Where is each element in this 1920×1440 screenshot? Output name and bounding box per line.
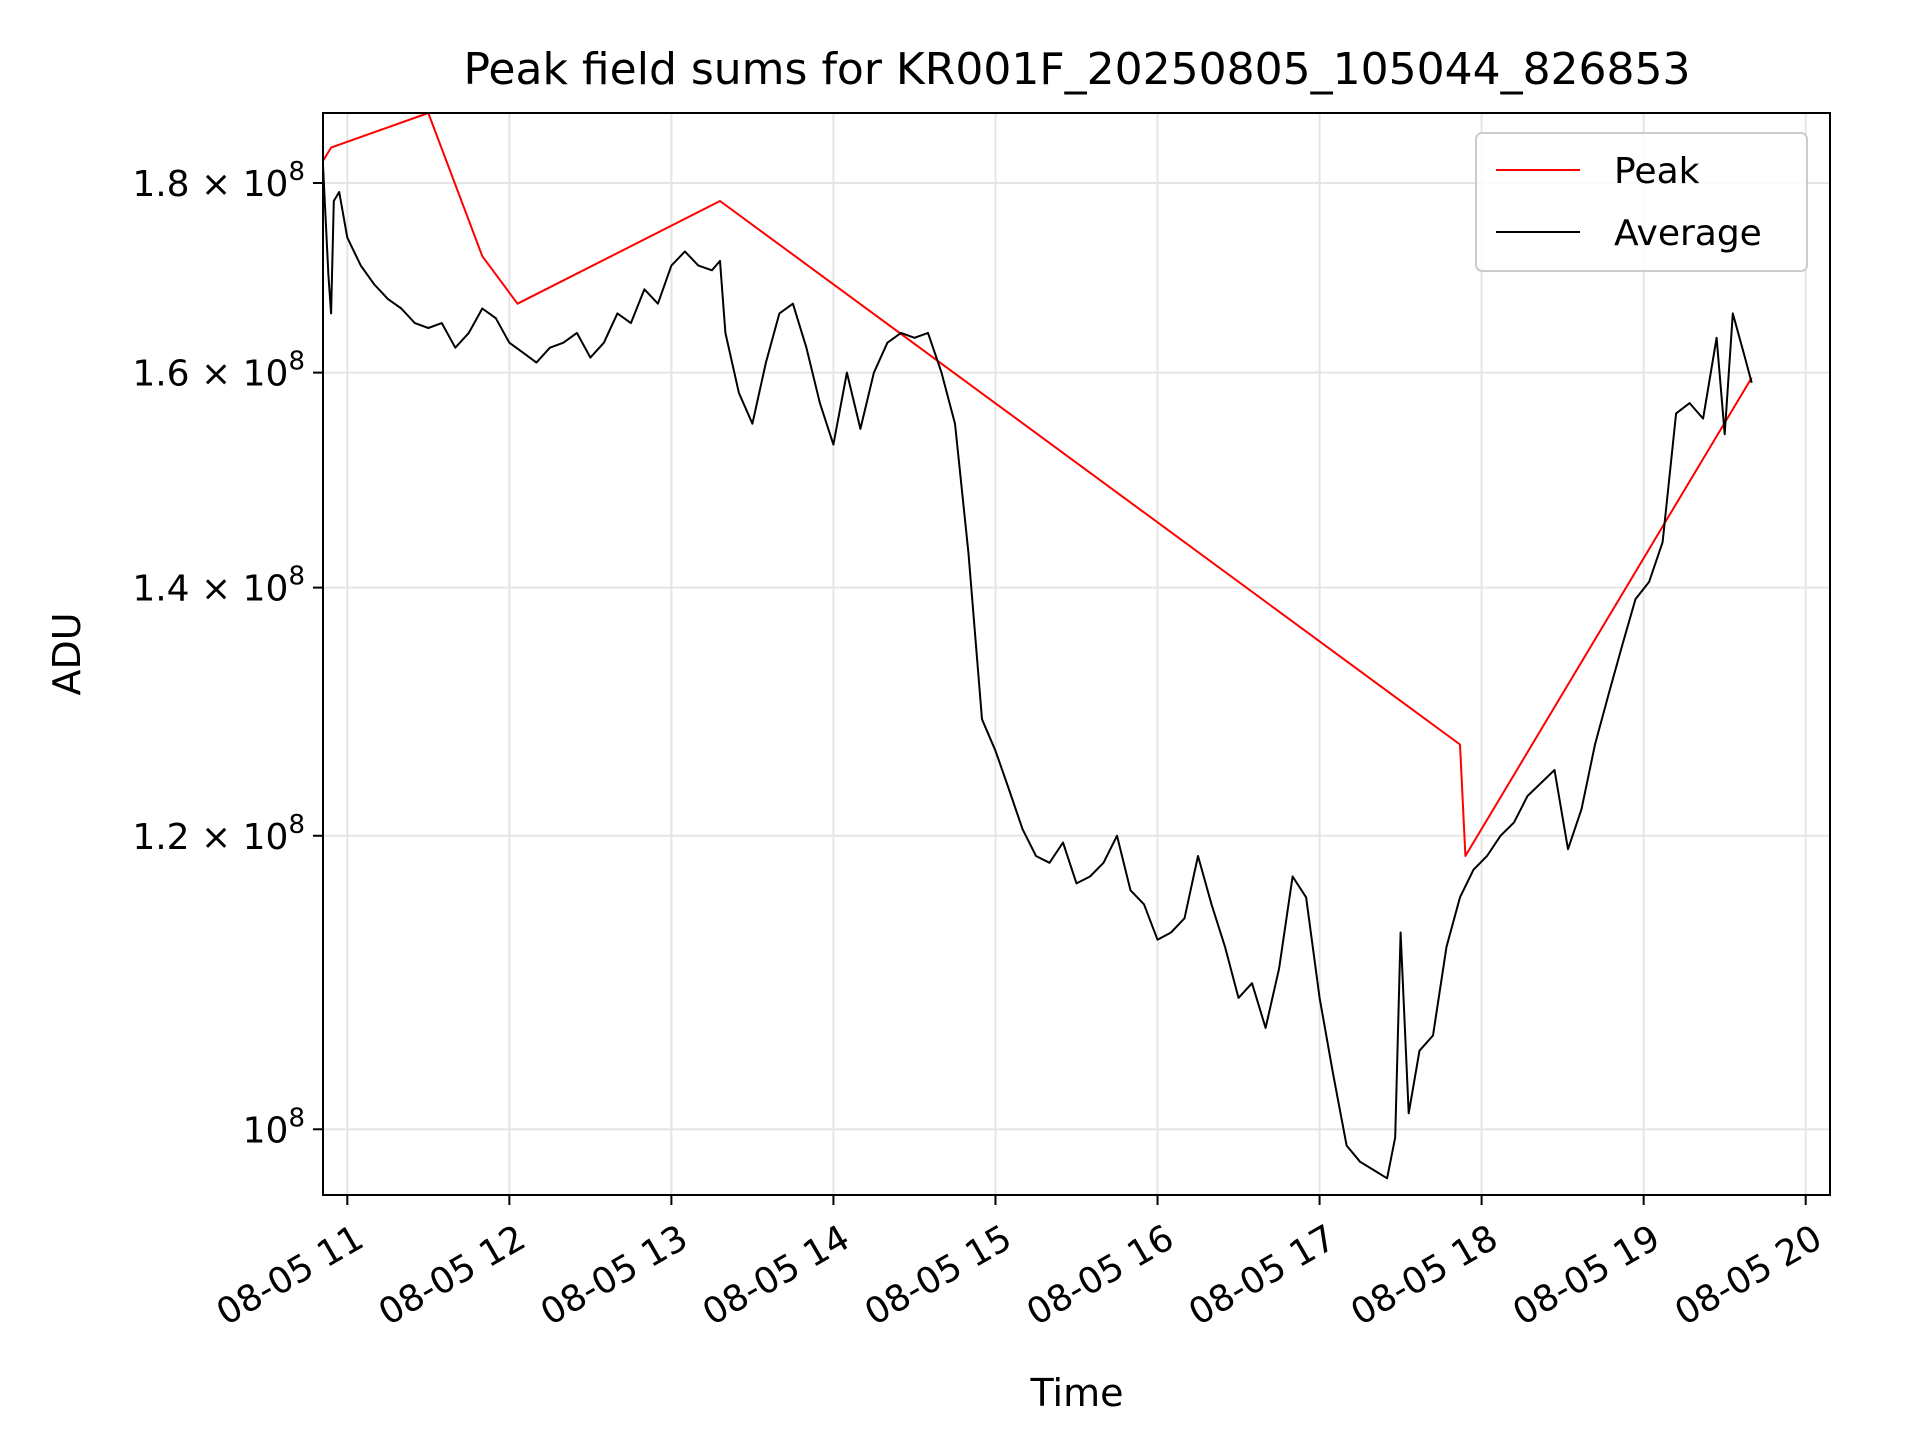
series-lines [322,112,1753,1180]
y-tick-label: 1.2 × 108 [132,810,305,858]
series-line-average [322,165,1753,1180]
series-line-peak [322,112,1753,857]
legend-box [1475,132,1808,272]
y-tick-label: 108 [243,1103,305,1151]
y-axis-label: ADU [45,612,89,695]
y-tick-label: 1.6 × 108 [132,347,305,395]
legend: Peak Average [1475,132,1808,272]
chart-title: Peak field sums for KR001F_20250805_1050… [463,44,1690,95]
grid-lines [323,113,1830,1195]
legend-label-peak: Peak [1614,151,1700,192]
y-tick-label: 1.4 × 108 [132,562,305,610]
x-axis-label: Time [1030,1371,1124,1415]
legend-label-average: Average [1614,213,1762,254]
y-tick-label: 1.8 × 108 [132,157,305,205]
y-axis: 108 1.2 × 108 1.4 × 108 1.6 × 108 1.8 × 108 [132,157,323,1151]
plot-frame [322,112,1831,1196]
